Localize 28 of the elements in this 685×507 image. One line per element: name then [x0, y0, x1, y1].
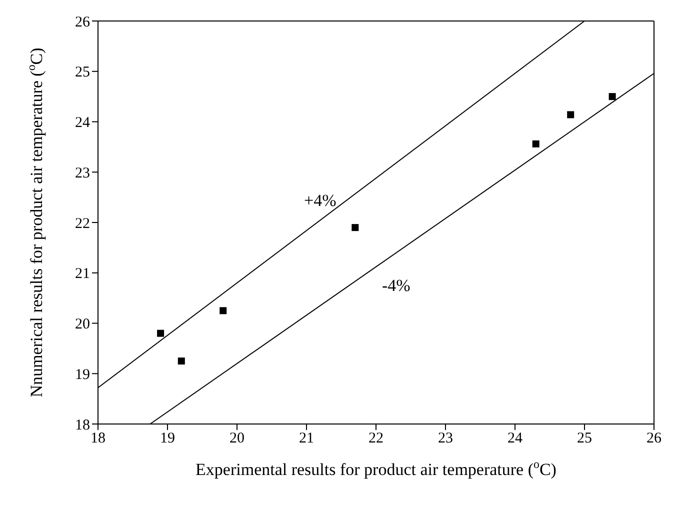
y-tick-label: 25 — [75, 64, 90, 81]
y-tick-label: 19 — [75, 366, 90, 383]
point — [220, 307, 227, 314]
y-tick-label: 26 — [75, 14, 90, 30]
y-tick-label: 20 — [75, 316, 90, 333]
y-tick-label: 18 — [75, 417, 90, 434]
point — [352, 224, 359, 232]
x-tick-label: 24 — [508, 430, 523, 447]
x-tick-label: 23 — [438, 430, 453, 447]
x-axis-title: Experimental results for product air temperature ($^{o}$C) — [196, 457, 556, 479]
y-tick-label: 24 — [75, 115, 90, 132]
x-tick-label: 26 — [646, 430, 662, 447]
y-tick-label: 23 — [75, 165, 90, 182]
point — [608, 93, 616, 100]
x-tick-label: 20 — [230, 430, 244, 447]
point — [532, 140, 540, 148]
x-tick-label: 25 — [577, 430, 592, 447]
x-tick-label: 19 — [160, 430, 175, 447]
annotation: -4% — [382, 276, 410, 296]
point — [157, 330, 164, 337]
y-tick-label: 22 — [75, 216, 90, 232]
x-tick-label: 22 — [368, 430, 384, 447]
x-tick-label: 18 — [90, 430, 106, 447]
y-tick-label: 21 — [75, 266, 90, 282]
point — [567, 111, 574, 118]
annotation: +4% — [304, 191, 336, 211]
x-tick-label: 21 — [299, 430, 314, 447]
point — [178, 358, 185, 365]
